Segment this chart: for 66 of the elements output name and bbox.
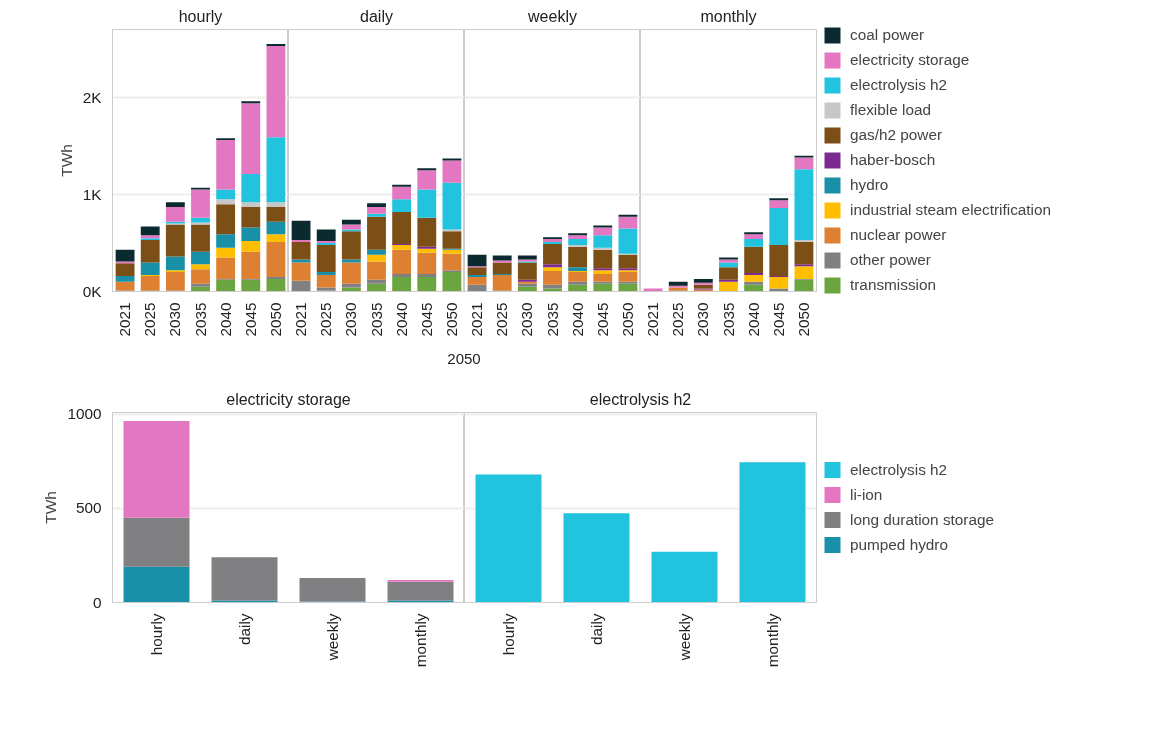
x-tick-label: 2035	[367, 302, 385, 337]
x-tick-label: 2040	[744, 302, 762, 337]
x-tick-label: 2021	[292, 302, 310, 337]
x-tick-label: 2025	[141, 302, 159, 337]
x-tick-label: 2045	[241, 302, 259, 337]
x-tick-label: 2021	[468, 302, 486, 337]
x-tick-label: 2050	[442, 302, 460, 337]
x-tick-label: 2030	[166, 302, 184, 337]
x-tick-label: 2021	[116, 302, 134, 337]
chart-title: hourly	[178, 7, 223, 25]
x-tick-label: 2030	[518, 302, 536, 337]
y-tick-label: 0	[92, 593, 102, 611]
x-tick-label: 2021	[644, 302, 662, 337]
text: li-ion	[850, 485, 883, 504]
legend-label: coal power	[850, 26, 925, 44]
x-tick-label: 2025	[493, 302, 511, 337]
y-axis-title: TWh	[42, 491, 60, 524]
y-tick-label: 500	[75, 499, 102, 517]
x-tick-label: 2030	[694, 302, 712, 337]
x-tick-label: 2050	[618, 302, 636, 337]
legend-label: other power	[850, 251, 931, 269]
x-tick-label: 2045	[417, 302, 435, 337]
x-tick-label: monthly	[412, 613, 429, 668]
x-tick-label: 2045	[593, 302, 611, 337]
x-tick-label: 2035	[719, 302, 737, 337]
legend-label: electrolysis h2	[850, 76, 948, 94]
legend-label: hydro	[850, 176, 889, 194]
x-tick-label: 2040	[568, 302, 586, 337]
legend-label: transmission	[850, 276, 937, 294]
legend-label: industrial steam electrification	[850, 201, 1052, 219]
x-tick-label: 2040	[392, 302, 410, 337]
x-tick-label: 2050	[794, 302, 812, 337]
x-tick-label: daily	[588, 613, 605, 646]
legend-label: nuclear power	[850, 226, 947, 244]
x-tick-label: 2035	[191, 302, 209, 337]
x-tick-label: 2025	[669, 302, 687, 337]
y-tick-label: 0K	[82, 283, 103, 300]
text: 2050	[447, 349, 481, 369]
legend-label: pumped hydro	[850, 535, 948, 554]
legend-label: gas/h2 power	[850, 126, 943, 144]
y-axis-title: TWh	[57, 144, 75, 177]
x-tick-label: 2035	[543, 302, 561, 337]
x-tick-label: 2050	[266, 302, 284, 337]
legend-label: flexible load	[850, 101, 931, 119]
chart-title: weekly	[527, 7, 577, 25]
x-tick-label: 2040	[216, 302, 234, 337]
x-tick-label: weekly	[676, 613, 693, 662]
x-tick-label: 2030	[342, 302, 360, 337]
legend-label: electricity storage	[850, 51, 970, 69]
chart-title: electricity storage	[226, 390, 351, 408]
chart-title: monthly	[700, 7, 757, 25]
x-tick-label: 2025	[317, 302, 335, 337]
x-tick-label: hourly	[148, 613, 165, 656]
chart-title: electrolysis h2	[589, 390, 692, 408]
text: long duration storage	[850, 510, 995, 529]
x-tick-label: hourly	[500, 613, 517, 656]
x-tick-label: 2045	[769, 302, 787, 337]
y-tick-label: 1000	[67, 405, 102, 423]
text: electrolysis h2	[850, 460, 948, 479]
x-tick-label: weekly	[324, 613, 341, 662]
chart-title: daily	[360, 7, 393, 25]
legend-label: haber-bosch	[850, 151, 936, 169]
x-tick-label: daily	[236, 613, 253, 646]
y-tick-label: 1K	[82, 185, 103, 203]
y-tick-label: 2K	[82, 88, 103, 106]
x-tick-label: monthly	[764, 613, 781, 668]
